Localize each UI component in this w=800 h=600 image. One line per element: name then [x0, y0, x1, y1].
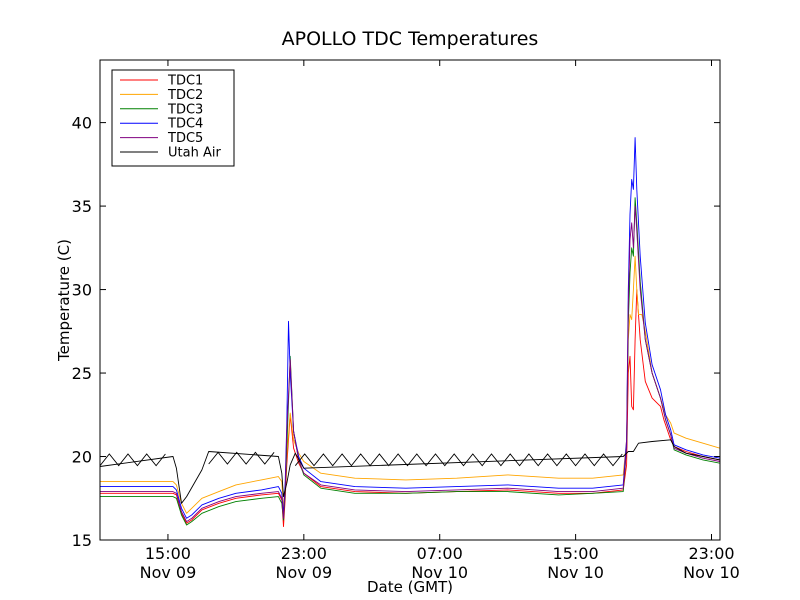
legend-label: TDC4	[167, 117, 203, 132]
y-tick-label: 40	[72, 114, 92, 133]
y-tick-label: 15	[72, 531, 92, 550]
y-axis-label: Temperature (C)	[55, 239, 73, 362]
x-tick-label-time: 15:00	[553, 544, 599, 563]
x-tick-label-time: 15:00	[145, 544, 191, 563]
y-tick-label: 20	[72, 448, 92, 467]
y-tick-label: 25	[72, 364, 92, 383]
x-tick-label-date: Nov 09	[140, 563, 197, 582]
legend-label: TDC3	[167, 102, 203, 117]
y-tick-label: 35	[72, 197, 92, 216]
legend-label: TDC2	[167, 88, 203, 103]
x-tick-label-time: 23:00	[281, 544, 327, 563]
x-tick-label-time: 07:00	[417, 544, 463, 563]
x-axis-label: Date (GMT)	[367, 578, 453, 596]
legend-label: TDC5	[167, 131, 203, 146]
y-axis: 15 20 25 30 35 40	[72, 114, 720, 550]
x-tick-label-date: Nov 10	[547, 563, 604, 582]
series-line-tdc2	[100, 255, 720, 514]
series-line-utah-air-texture	[208, 451, 275, 465]
series-line-utah-air-texture	[294, 453, 623, 467]
legend-label: Utah Air	[168, 146, 221, 161]
chart-title: APOLLO TDC Temperatures	[282, 28, 539, 50]
series-line-utah-air	[100, 439, 720, 504]
series-line-tdc5	[100, 205, 720, 523]
legend-box	[111, 69, 235, 167]
series-lines	[100, 137, 720, 528]
series-line-utah-air-texture	[100, 453, 166, 467]
series-line-tdc4	[100, 137, 720, 519]
x-tick-label-date: Nov 09	[275, 563, 332, 582]
x-tick-label-date: Nov 10	[683, 563, 740, 582]
x-tick-label-date: Nov 10	[411, 563, 468, 582]
y-tick-label: 30	[72, 281, 92, 300]
plot-frame	[99, 59, 721, 541]
legend-label: TDC1	[167, 74, 203, 89]
x-tick-label-time: 23:00	[688, 544, 734, 563]
